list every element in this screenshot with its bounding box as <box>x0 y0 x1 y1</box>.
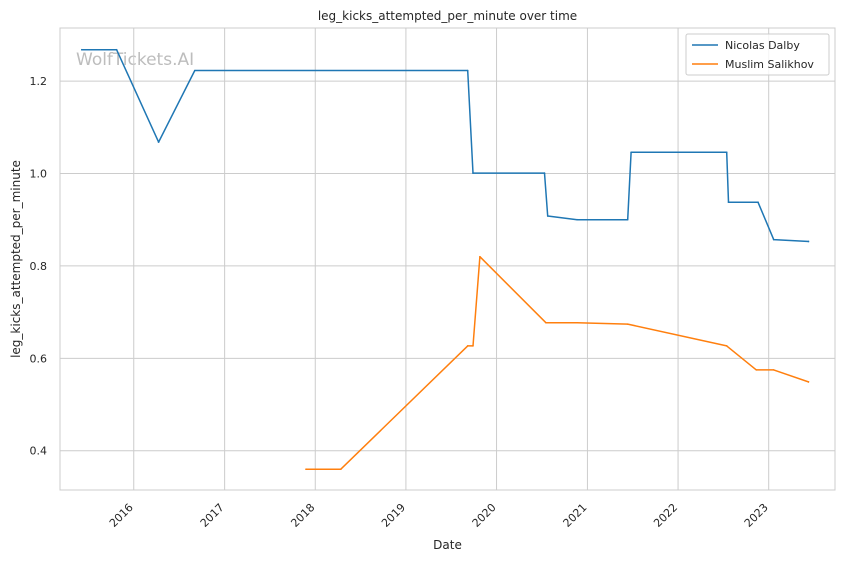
y-tick-label: 0.8 <box>30 260 48 273</box>
legend-label-nicolas-dalby: Nicolas Dalby <box>725 39 800 52</box>
data-point-muslim-salikhov <box>772 369 775 371</box>
data-point-nicolas-dalby <box>576 218 579 221</box>
data-point-nicolas-dalby <box>757 201 759 203</box>
x-tick-label: 2016 <box>107 501 136 530</box>
series-layer <box>81 48 810 471</box>
watermark: WolfTickets.AI <box>76 50 194 70</box>
data-point-nicolas-dalby <box>115 48 118 51</box>
grid <box>60 28 835 490</box>
data-point-muslim-salikhov <box>340 468 342 471</box>
legend-box <box>685 33 830 76</box>
y-axis-title: leg_kicks_attempted_per_minute <box>9 160 23 358</box>
data-point-muslim-salikhov <box>305 468 307 471</box>
legend: Nicolas Dalby Muslim Salikhov <box>685 33 830 76</box>
data-point-nicolas-dalby <box>81 48 83 51</box>
x-tick-label: 2017 <box>198 501 227 530</box>
data-point-muslim-salikhov <box>472 345 474 347</box>
x-axis: 2016 2017 2018 2019 2020 2021 2022 2023 <box>107 501 771 530</box>
data-point-muslim-salikhov <box>466 345 469 347</box>
x-axis-title: Date <box>433 538 462 552</box>
data-point-nicolas-dalby <box>727 201 730 203</box>
plot-frame <box>59 27 836 491</box>
y-axis: 0.4 0.6 0.8 1.0 1.2 <box>30 75 48 458</box>
chart-title: leg_kicks_attempted_per_minute over time <box>318 9 577 23</box>
x-tick-label: 2020 <box>470 501 499 530</box>
x-tick-label: 2023 <box>742 501 771 530</box>
data-point-nicolas-dalby <box>630 151 632 154</box>
data-point-nicolas-dalby <box>807 240 810 243</box>
data-point-muslim-salikhov <box>725 345 728 347</box>
data-point-nicolas-dalby <box>546 215 549 217</box>
y-tick-label: 1.0 <box>30 168 48 181</box>
x-tick-label: 2019 <box>379 501 408 530</box>
data-point-nicolas-dalby <box>626 218 629 221</box>
data-point-nicolas-dalby <box>725 151 728 154</box>
data-point-muslim-salikhov <box>755 369 758 371</box>
y-tick-label: 0.4 <box>30 445 48 458</box>
data-point-muslim-salikhov <box>576 321 579 324</box>
data-point-nicolas-dalby <box>157 141 160 143</box>
data-point-muslim-salikhov <box>545 321 547 324</box>
data-point-nicolas-dalby <box>472 172 474 174</box>
series-line-muslim-salikhov <box>305 255 810 470</box>
data-point-nicolas-dalby <box>194 69 196 72</box>
x-tick-label: 2018 <box>288 501 317 530</box>
data-point-nicolas-dalby <box>543 172 546 174</box>
x-tick-label: 2021 <box>561 501 590 530</box>
y-tick-label: 1.2 <box>30 75 48 88</box>
data-point-muslim-salikhov <box>626 323 629 325</box>
data-point-nicolas-dalby <box>772 238 775 241</box>
series-line-nicolas-dalby <box>81 48 810 243</box>
legend-label-muslim-salikhov: Muslim Salikhov <box>725 58 814 71</box>
y-tick-label: 0.6 <box>30 352 48 365</box>
data-point-muslim-salikhov <box>479 255 481 258</box>
data-point-muslim-salikhov <box>807 381 810 383</box>
data-point-nicolas-dalby <box>466 69 469 72</box>
x-tick-label: 2022 <box>651 501 680 530</box>
